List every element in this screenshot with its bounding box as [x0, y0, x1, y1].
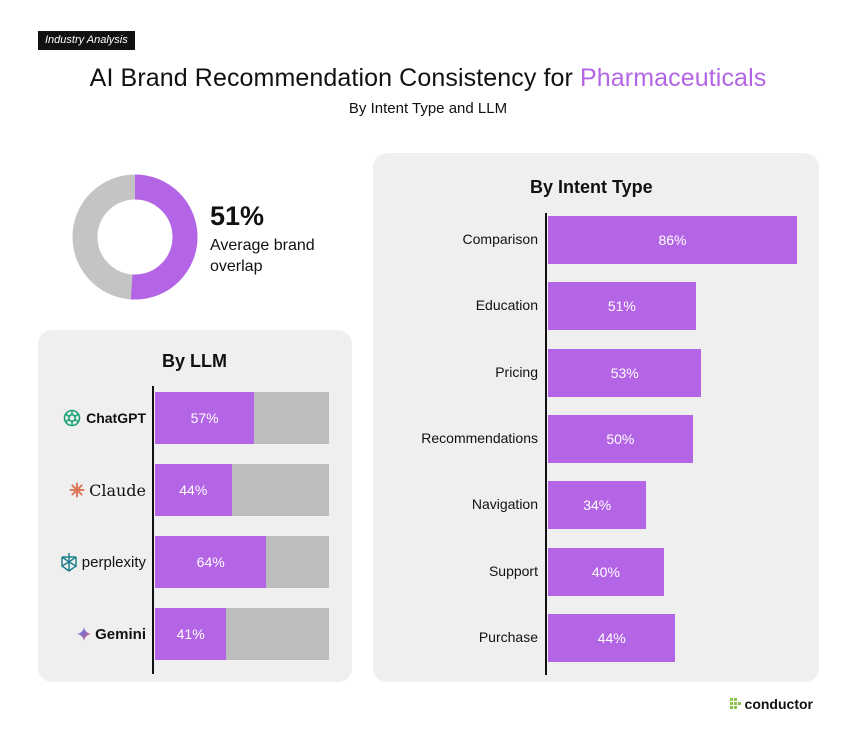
intent-bar-value-label: 40% [591, 563, 620, 580]
llm-label-perplexity: perplexity [60, 550, 146, 574]
conductor-wordmark: conductor [744, 696, 813, 712]
by-intent-title: By Intent Type [530, 177, 653, 197]
conductor-logo: conductor [729, 696, 813, 712]
conductor-mark-icon [729, 698, 741, 709]
intent-bar-purchase: 44% [548, 613, 676, 662]
llm-bar-gemini: 41% [155, 608, 227, 660]
llm-bar-value-label: 64% [196, 554, 225, 570]
intent-bar-navigation: 34% [548, 481, 647, 530]
llm-bar-claude: 44% [155, 464, 232, 516]
llm-label-claude: Claude [69, 478, 146, 502]
title-main: AI Brand Recommendation Consistency for [89, 64, 581, 92]
intent-bar-support: 40% [548, 547, 664, 596]
average-overlap-label: Average brand overlap [210, 237, 315, 275]
llm-name: Claude [89, 480, 146, 500]
intent-label-navigation: Navigation [471, 496, 538, 513]
claude-sparkle-icon [69, 482, 85, 498]
page-subtitle: By Intent Type and LLM [348, 100, 508, 117]
llm-bar-perplexity: 64% [155, 536, 267, 588]
intent-label-recommendations: Recommendations [421, 429, 538, 446]
by-llm-title: By LLM [162, 351, 227, 371]
average-overlap-donut [72, 174, 198, 300]
average-overlap-value: 51% [210, 201, 265, 231]
donut-overlap-arc [72, 174, 198, 300]
llm-bar-value-label: 57% [190, 410, 219, 426]
llm-label-gemini: Gemini [77, 622, 146, 646]
title-accent: Pharmaceuticals [580, 64, 767, 92]
llm-bar-track: 57% [155, 392, 329, 444]
perplexity-icon [60, 552, 78, 572]
llm-name: ChatGPT [86, 410, 146, 426]
intent-bar-recommendations: 50% [548, 414, 693, 463]
intent-bar-value-label: 53% [610, 364, 639, 381]
llm-bar-chatgpt: 57% [155, 392, 255, 444]
intent-bar-pricing: 53% [548, 348, 702, 397]
intent-bar-value-label: 51% [607, 298, 636, 315]
llm-name: perplexity [81, 553, 146, 571]
intent-bar-value-label: 44% [597, 629, 626, 646]
llm-axis-line [152, 386, 154, 674]
intent-bar-value-label: 50% [606, 430, 635, 447]
intent-label-pricing: Pricing [495, 363, 538, 380]
llm-bar-value-label: 44% [179, 482, 208, 498]
intent-label-support: Support [488, 562, 538, 579]
llm-name: Gemini [95, 625, 146, 643]
intent-label-comparison: Comparison [462, 231, 538, 247]
intent-label-purchase: Purchase [478, 628, 538, 645]
intent-bar-value-label: 34% [583, 497, 612, 514]
intent-bar-comparison: 86% [548, 216, 797, 264]
page-title: AI Brand Recommendation Consistency for … [0, 64, 856, 93]
gemini-sparkle-icon [77, 627, 92, 641]
llm-bar-track: 64% [155, 536, 329, 588]
category-tag: Industry Analysis [38, 31, 135, 50]
llm-bar-value-label: 41% [176, 626, 205, 642]
intent-bar-education: 51% [548, 282, 696, 331]
openai-icon [62, 408, 82, 428]
intent-bar-value-label: 86% [658, 232, 687, 248]
intent-axis-line [545, 213, 547, 675]
llm-label-chatgpt: ChatGPT [62, 406, 146, 430]
llm-bar-track: 41% [155, 608, 329, 660]
intent-label-education: Education [475, 297, 538, 314]
by-intent-panel: By Intent Type Comparison 86% Education 51%… [373, 153, 819, 682]
llm-bar-track: 44% [155, 464, 329, 516]
by-llm-panel: By LLM ChatGPT 57% Claude 44% perplexity 64% G… [38, 330, 352, 682]
